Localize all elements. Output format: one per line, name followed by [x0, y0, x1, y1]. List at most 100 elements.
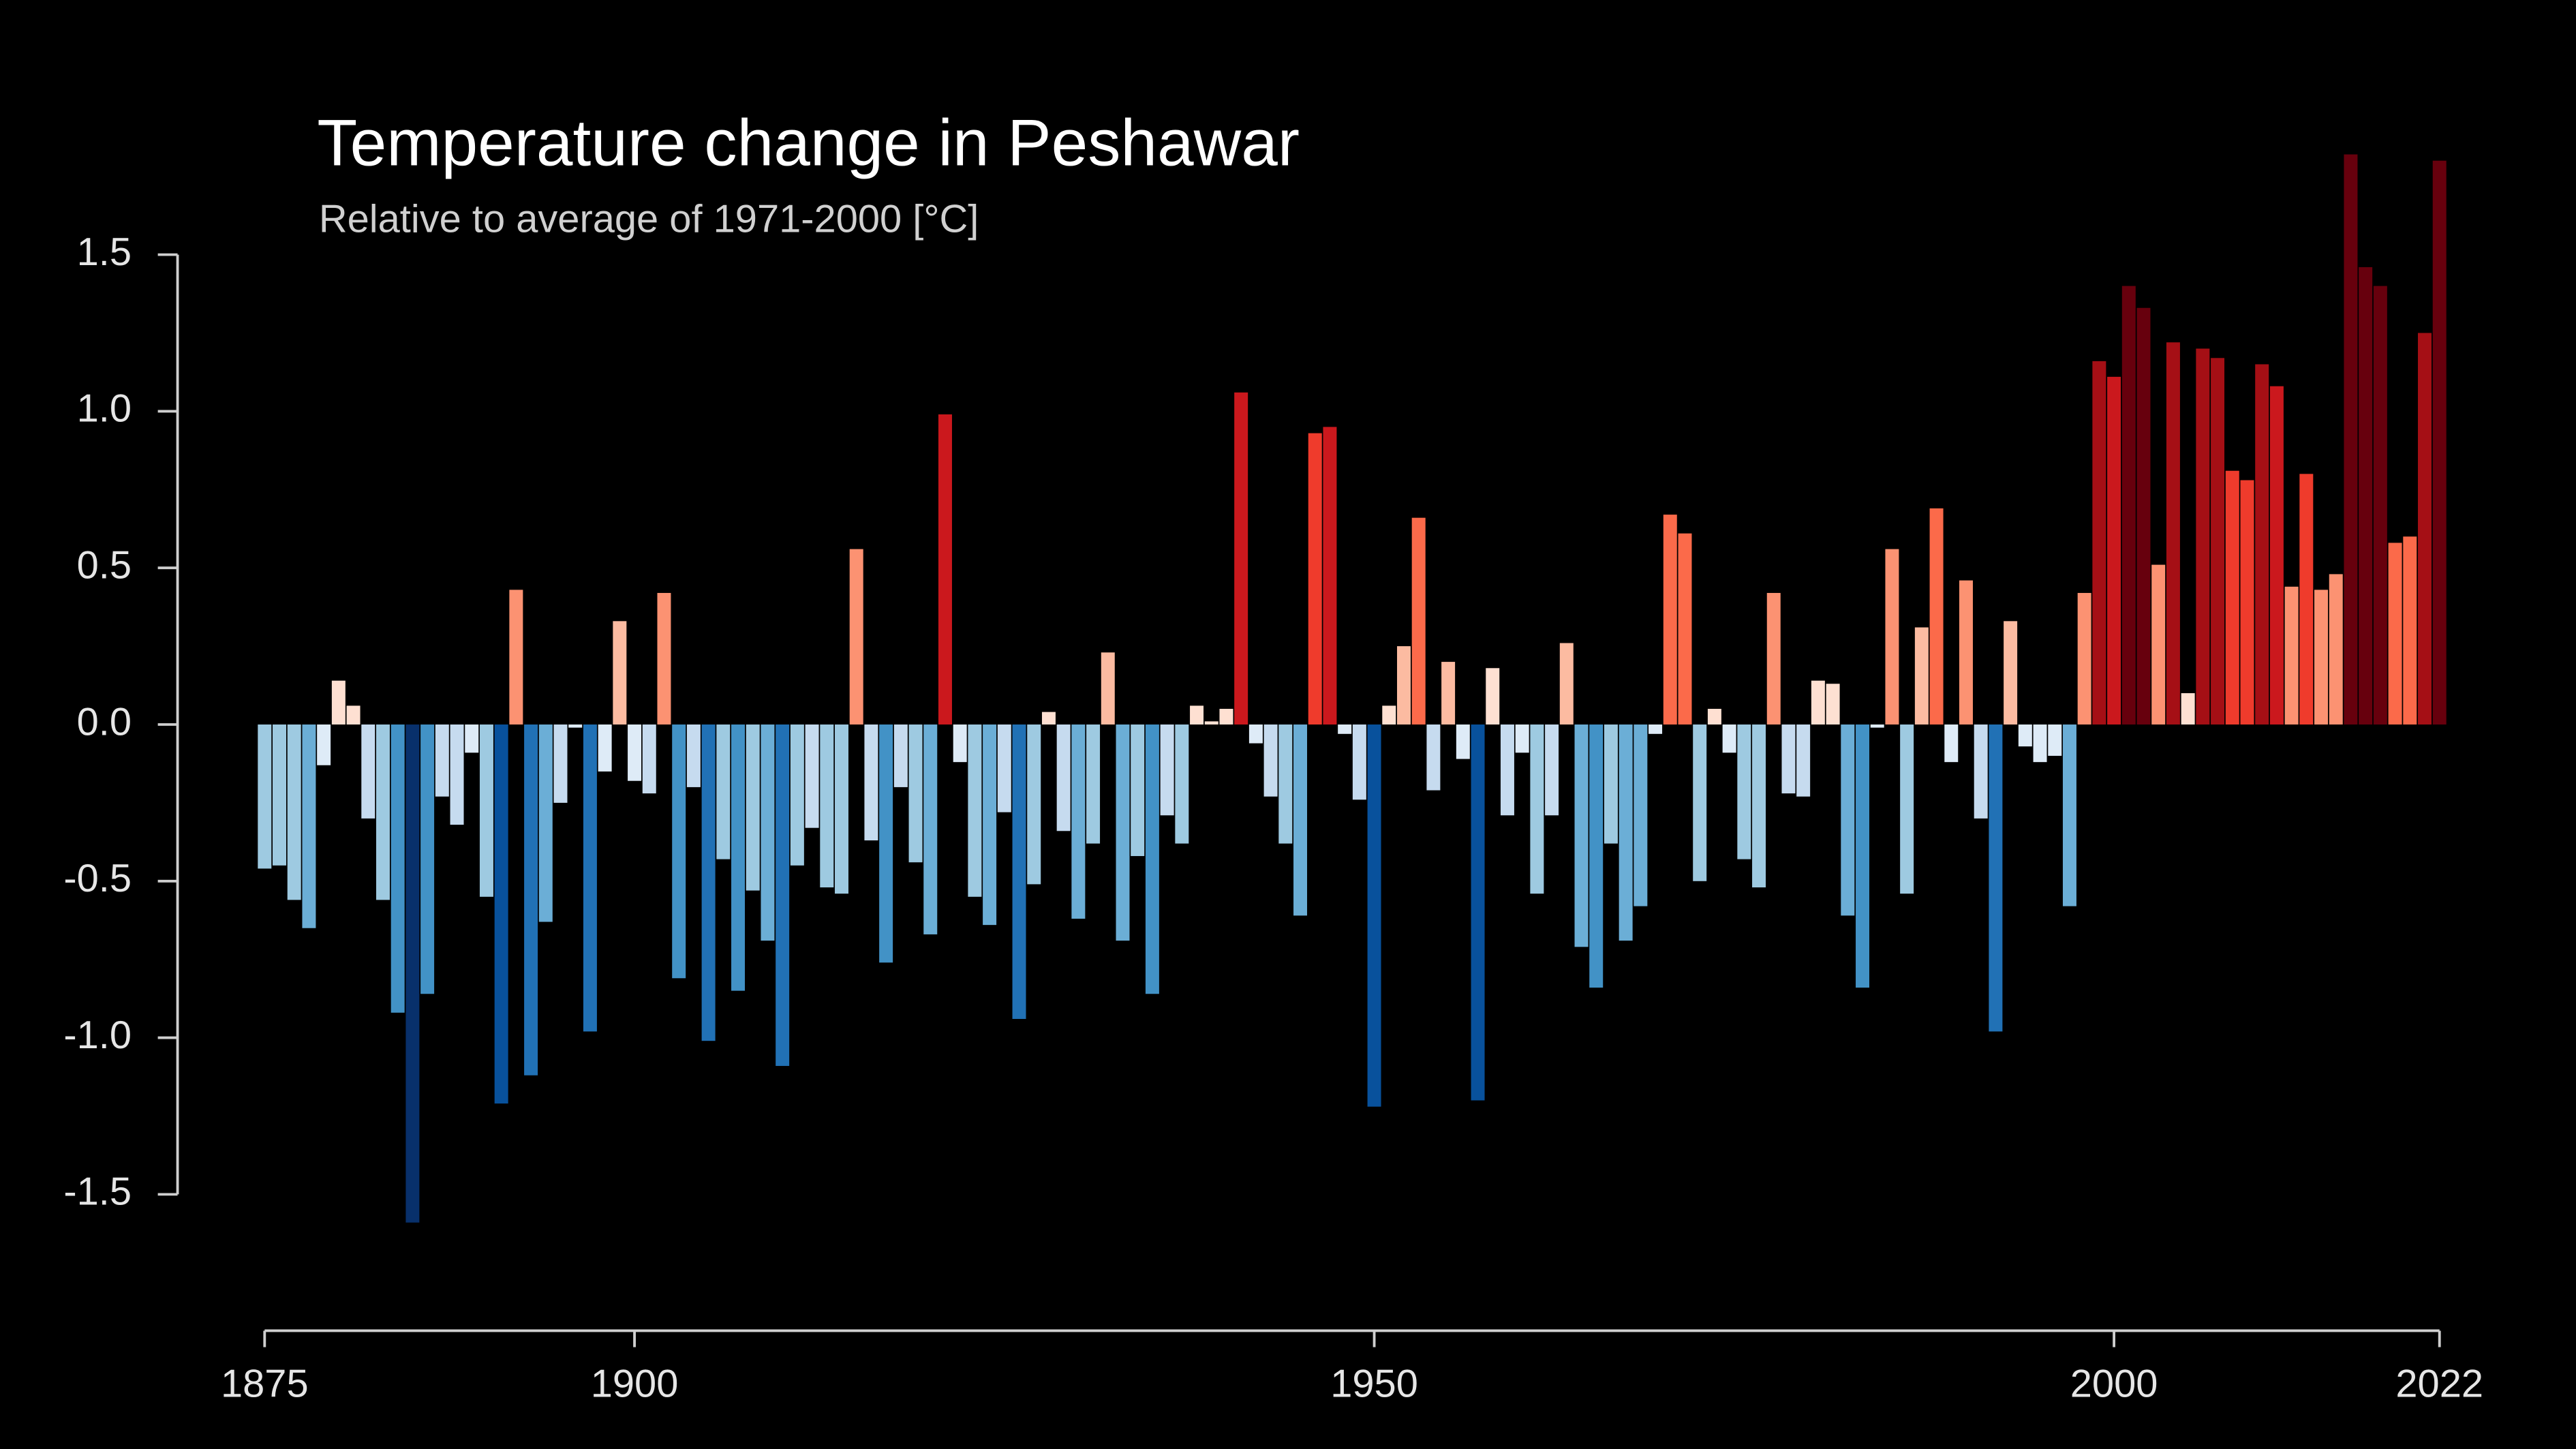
bar: [1056, 724, 1071, 832]
bar: [1856, 724, 1869, 988]
bar: [1929, 508, 1944, 724]
y-tick-label: 0.0: [77, 700, 132, 744]
bar: [731, 724, 746, 991]
bar: [1204, 721, 1218, 724]
bar: [879, 724, 893, 963]
bar: [435, 724, 449, 797]
bar: [465, 724, 479, 753]
bar: [893, 724, 908, 787]
bar: [1914, 627, 1929, 724]
bar: [1352, 724, 1366, 800]
bar: [568, 724, 583, 728]
bar: [1397, 646, 1411, 724]
bar: [331, 680, 346, 724]
chart-subtitle: Relative to average of 1971-2000 [°C]: [319, 198, 979, 241]
bar: [2284, 586, 2299, 724]
bar: [1101, 652, 1115, 724]
bar: [2269, 386, 2284, 724]
y-tick-label: 1.0: [77, 387, 132, 431]
bar: [1545, 724, 1559, 816]
bar: [583, 724, 597, 1032]
bar: [375, 724, 390, 900]
bar: [1500, 724, 1514, 816]
y-tick-label: -1.0: [63, 1013, 132, 1057]
bar: [1619, 724, 1633, 941]
y-tick-label: -0.5: [63, 857, 132, 900]
bar: [1160, 724, 1174, 816]
x-tick-label: 1950: [1330, 1362, 1418, 1406]
bar: [1219, 709, 1233, 724]
bar: [1131, 724, 1145, 857]
bar: [864, 724, 878, 841]
bar: [701, 724, 716, 1041]
bar: [1263, 724, 1278, 797]
bar: [317, 724, 331, 765]
bar: [1071, 724, 1086, 919]
bar: [1515, 724, 1529, 753]
bar: [1678, 533, 1692, 724]
bar: [776, 724, 790, 1066]
bar: [1175, 724, 1189, 844]
bar: [657, 592, 671, 724]
bar: [1382, 705, 1396, 724]
bar: [938, 414, 952, 724]
bar: [672, 724, 686, 979]
bar: [613, 621, 627, 724]
bar: [2062, 724, 2076, 906]
bar: [1486, 668, 1500, 724]
bar: [1426, 724, 1441, 791]
bar: [2048, 724, 2062, 756]
bar: [2255, 364, 2269, 724]
bar: [598, 724, 612, 772]
bar: [2092, 361, 2106, 724]
bar: [2299, 474, 2314, 724]
bar: [1041, 712, 1056, 724]
bar: [494, 724, 508, 1104]
bar: [258, 724, 272, 869]
bar: [1308, 433, 1322, 724]
bar: [1841, 724, 1855, 916]
bar: [1989, 724, 2003, 1032]
bar: [479, 724, 493, 897]
bar: [2077, 592, 2091, 724]
bar: [2418, 333, 2432, 724]
bar: [1974, 724, 1988, 819]
bar: [2211, 358, 2225, 724]
bar: [524, 724, 538, 1076]
bar: [2240, 480, 2254, 724]
bar: [1323, 427, 1337, 724]
bar: [2033, 724, 2047, 763]
x-tick-label: 1900: [591, 1362, 679, 1406]
bar: [1234, 392, 1248, 724]
bar: [805, 724, 819, 828]
bar: [835, 724, 848, 894]
bar: [1338, 724, 1352, 734]
y-tick-label: 1.5: [77, 230, 132, 274]
bar: [2166, 342, 2180, 725]
bar: [1634, 724, 1648, 906]
bar: [1826, 684, 1840, 724]
bar: [2403, 536, 2417, 724]
bar: [2136, 307, 2151, 725]
bar: [2196, 348, 2210, 724]
bar: [302, 724, 316, 928]
bar: [2121, 286, 2136, 724]
bar: [1293, 724, 1308, 916]
y-tick-label: -1.5: [63, 1170, 132, 1214]
bar: [420, 724, 435, 994]
bar: [761, 724, 775, 941]
bar: [2181, 693, 2195, 724]
bar: [390, 724, 405, 1013]
bar: [1811, 680, 1825, 724]
bar: [1027, 724, 1041, 885]
bar: [1649, 724, 1663, 734]
bar: [1411, 517, 1426, 724]
bar: [746, 724, 760, 891]
x-tick-label: 2000: [2070, 1362, 2158, 1406]
chart-title: Temperature change in Peshawar: [317, 106, 1300, 179]
bar: [2004, 621, 2018, 724]
bar: [642, 724, 656, 794]
bar: [1870, 724, 1884, 728]
bar: [2359, 267, 2373, 724]
